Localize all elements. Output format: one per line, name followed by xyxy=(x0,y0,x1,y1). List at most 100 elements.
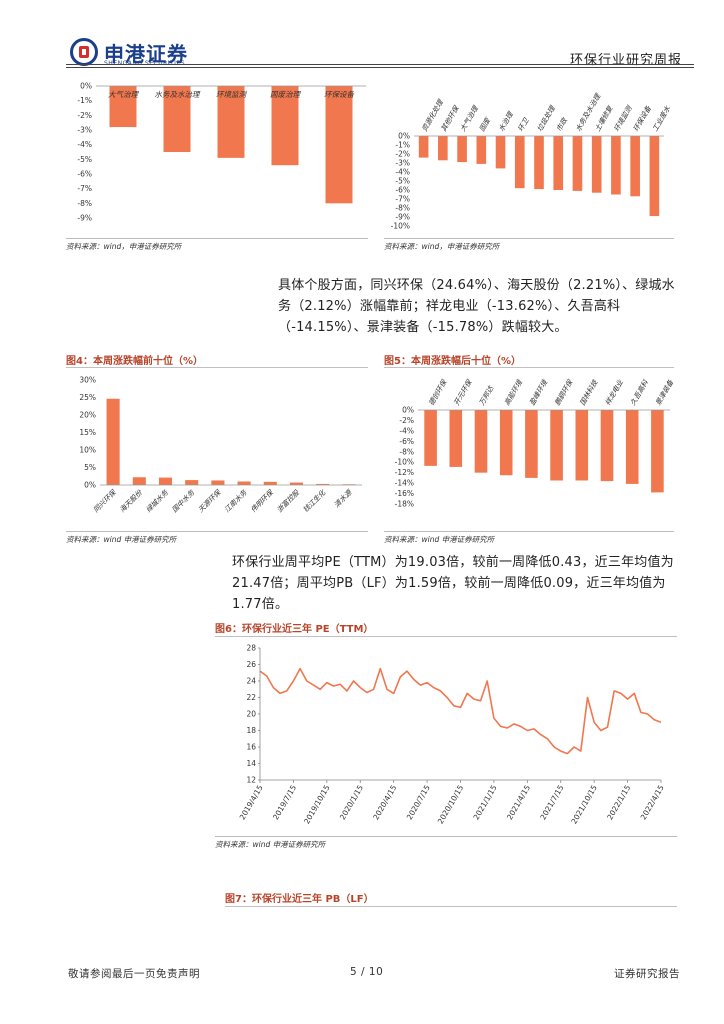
logo-cn: 申港证券 xyxy=(104,42,188,66)
bar-环保设备 xyxy=(630,136,640,197)
x-tick-label: 2021/4/15 xyxy=(505,783,532,821)
y-tick-label: -16% xyxy=(395,489,414,498)
x-tick-label: 2020/10/15 xyxy=(436,783,466,825)
y-tick-label: -12% xyxy=(395,468,414,477)
y-tick-label: -3% xyxy=(395,159,410,168)
fig7-title: 图7：环保行业近三年 PB（LF） xyxy=(225,894,374,905)
x-tick-label: 盈峰环境 xyxy=(528,378,549,407)
y-tick-label: -6% xyxy=(399,437,414,446)
bar-天源环保 xyxy=(211,480,225,485)
bar-高能环境 xyxy=(499,410,513,476)
bar-江南水务 xyxy=(237,481,251,485)
y-tick-label: -1% xyxy=(395,141,410,150)
source-line xyxy=(384,238,674,239)
bar-绿城水务 xyxy=(158,477,173,485)
x-tick-label: 江南水务 xyxy=(223,488,249,514)
logo-en: SHENGANG SECURITIES xyxy=(104,60,186,67)
source-line xyxy=(66,531,368,532)
company-logo-icon xyxy=(70,38,98,66)
y-tick-label: -8% xyxy=(77,199,92,208)
header-rule-2 xyxy=(66,67,694,68)
bar-祥龙电业 xyxy=(600,410,614,482)
footer-page-number: 5 / 10 xyxy=(350,966,384,978)
y-tick-label: -10% xyxy=(391,222,410,231)
x-tick-label: 2019/7/15 xyxy=(271,783,298,821)
x-tick-label: 2019/10/15 xyxy=(302,783,332,825)
fig5-chart: 0%-2%-4% -6%-8% -10%-12% -14%-16% -18% 德创环保 开元… xyxy=(395,378,674,509)
y-tick-label: -2% xyxy=(395,150,410,159)
bar-其他环保 xyxy=(438,136,448,161)
x-tick-label: 2021/10/15 xyxy=(569,783,599,825)
pe-series-line xyxy=(259,667,662,755)
x-tick-label: 浙富控股 xyxy=(275,488,301,514)
x-tick-label: 绿城水务 xyxy=(144,488,170,514)
paragraph-stocks: 具体个股方面，同兴环保（24.64%）、海天股份（2.21%）、绿城水务（2.1… xyxy=(278,278,675,335)
bar-环卫 xyxy=(514,136,525,189)
y-tick-label: 5% xyxy=(84,463,96,472)
y-tick-label: -9% xyxy=(77,214,92,223)
x-tick-label: 开元环保 xyxy=(453,378,474,407)
bar-钱江生化 xyxy=(316,483,330,485)
y-tick-label: 20 xyxy=(246,710,256,719)
y-tick-label: -10% xyxy=(395,458,414,467)
fig6-title: 图6：环保行业近三年 PE（TTM） xyxy=(215,624,374,635)
top-right-chart: 0%-1%-2%-3%-4%-5%-6%-7%-8%-9%-10%资源化处理其他… xyxy=(391,92,673,231)
x-tick-label: 2020/1/15 xyxy=(338,783,365,821)
x-tick-label: 2021/1/15 xyxy=(472,783,499,821)
bar-大气治理 xyxy=(457,136,467,163)
x-tick-label: 2022/4/15 xyxy=(639,783,666,821)
y-tick-label: 22 xyxy=(246,693,256,702)
bar-土壤修复 xyxy=(591,136,602,193)
x-tick-label: 万邦达 xyxy=(478,384,496,407)
bar-海天股份 xyxy=(132,477,146,485)
y-tick-label: -1% xyxy=(77,96,92,105)
y-tick-label: -4% xyxy=(77,140,92,149)
x-tick-label: 久吾高科 xyxy=(629,378,650,407)
fig4-title-line xyxy=(66,367,368,368)
y-tick-label: -8% xyxy=(399,447,414,456)
footer-report-label: 证券研究报告 xyxy=(614,968,680,980)
bar-开元环保 xyxy=(449,410,463,467)
x-tick-label: 固废治理 xyxy=(270,90,301,99)
y-tick-label: -6% xyxy=(395,186,410,195)
x-tick-label: 鹏鹞环保 xyxy=(553,378,574,407)
y-tick-label: 26 xyxy=(246,660,256,669)
bar-环保设备 xyxy=(325,86,353,204)
source-note: 资料来源：wind 申港证券研究所 xyxy=(215,840,326,849)
x-tick-label: 2020/7/15 xyxy=(405,783,432,821)
x-tick-label: 天源环保 xyxy=(197,488,223,514)
bar-景津装备 xyxy=(651,410,664,493)
bar-万邦达 xyxy=(474,410,488,473)
bar-工业废水 xyxy=(649,136,660,217)
bar-市政 xyxy=(553,136,564,190)
x-tick-label: 高能环境 xyxy=(503,378,524,407)
x-tick-label: 环境监测 xyxy=(613,104,634,133)
report-type: 环保行业研究周报 xyxy=(569,53,682,68)
y-tick-label: 14 xyxy=(246,759,256,768)
y-tick-label: 20% xyxy=(79,411,96,420)
y-tick-label: -5% xyxy=(77,155,92,164)
x-tick-label: 国林科技 xyxy=(579,378,600,407)
x-tick-label: 同兴环保 xyxy=(92,488,118,514)
y-tick-label: 24 xyxy=(246,677,256,686)
fig4-chart: 30% 25% 20% 15% 10% 5% 0%同兴环保 海天股份 绿城水务 国中水务 天源环保江… xyxy=(79,376,362,514)
source-line xyxy=(66,238,368,239)
bar-垃圾处理 xyxy=(534,136,544,190)
x-tick-label: 2019/4/15 xyxy=(238,783,265,821)
y-tick-label: 28 xyxy=(246,644,256,653)
x-tick-label: 海天股份 xyxy=(118,488,144,514)
source-note: 资料来源：wind，申港证券研究所 xyxy=(66,242,182,251)
bar-伟明环保 xyxy=(263,481,277,485)
fig5-title-line xyxy=(384,367,674,368)
x-tick-label: 2022/1/15 xyxy=(605,783,632,821)
bar-盈峰环境 xyxy=(525,410,538,478)
y-tick-label: 16 xyxy=(246,743,256,752)
x-tick-label: 2021/7/15 xyxy=(538,783,565,821)
y-tick-label: -18% xyxy=(395,500,414,509)
bar-水治理 xyxy=(495,136,506,169)
bar-环境监测 xyxy=(217,86,245,158)
y-tick-label: -2% xyxy=(399,416,414,425)
y-tick-label: 25% xyxy=(79,393,96,402)
paragraph-valuation: 环保行业周平均PE（TTM）为19.03倍，较前一周降低0.43，近三年均值为2… xyxy=(232,555,674,612)
